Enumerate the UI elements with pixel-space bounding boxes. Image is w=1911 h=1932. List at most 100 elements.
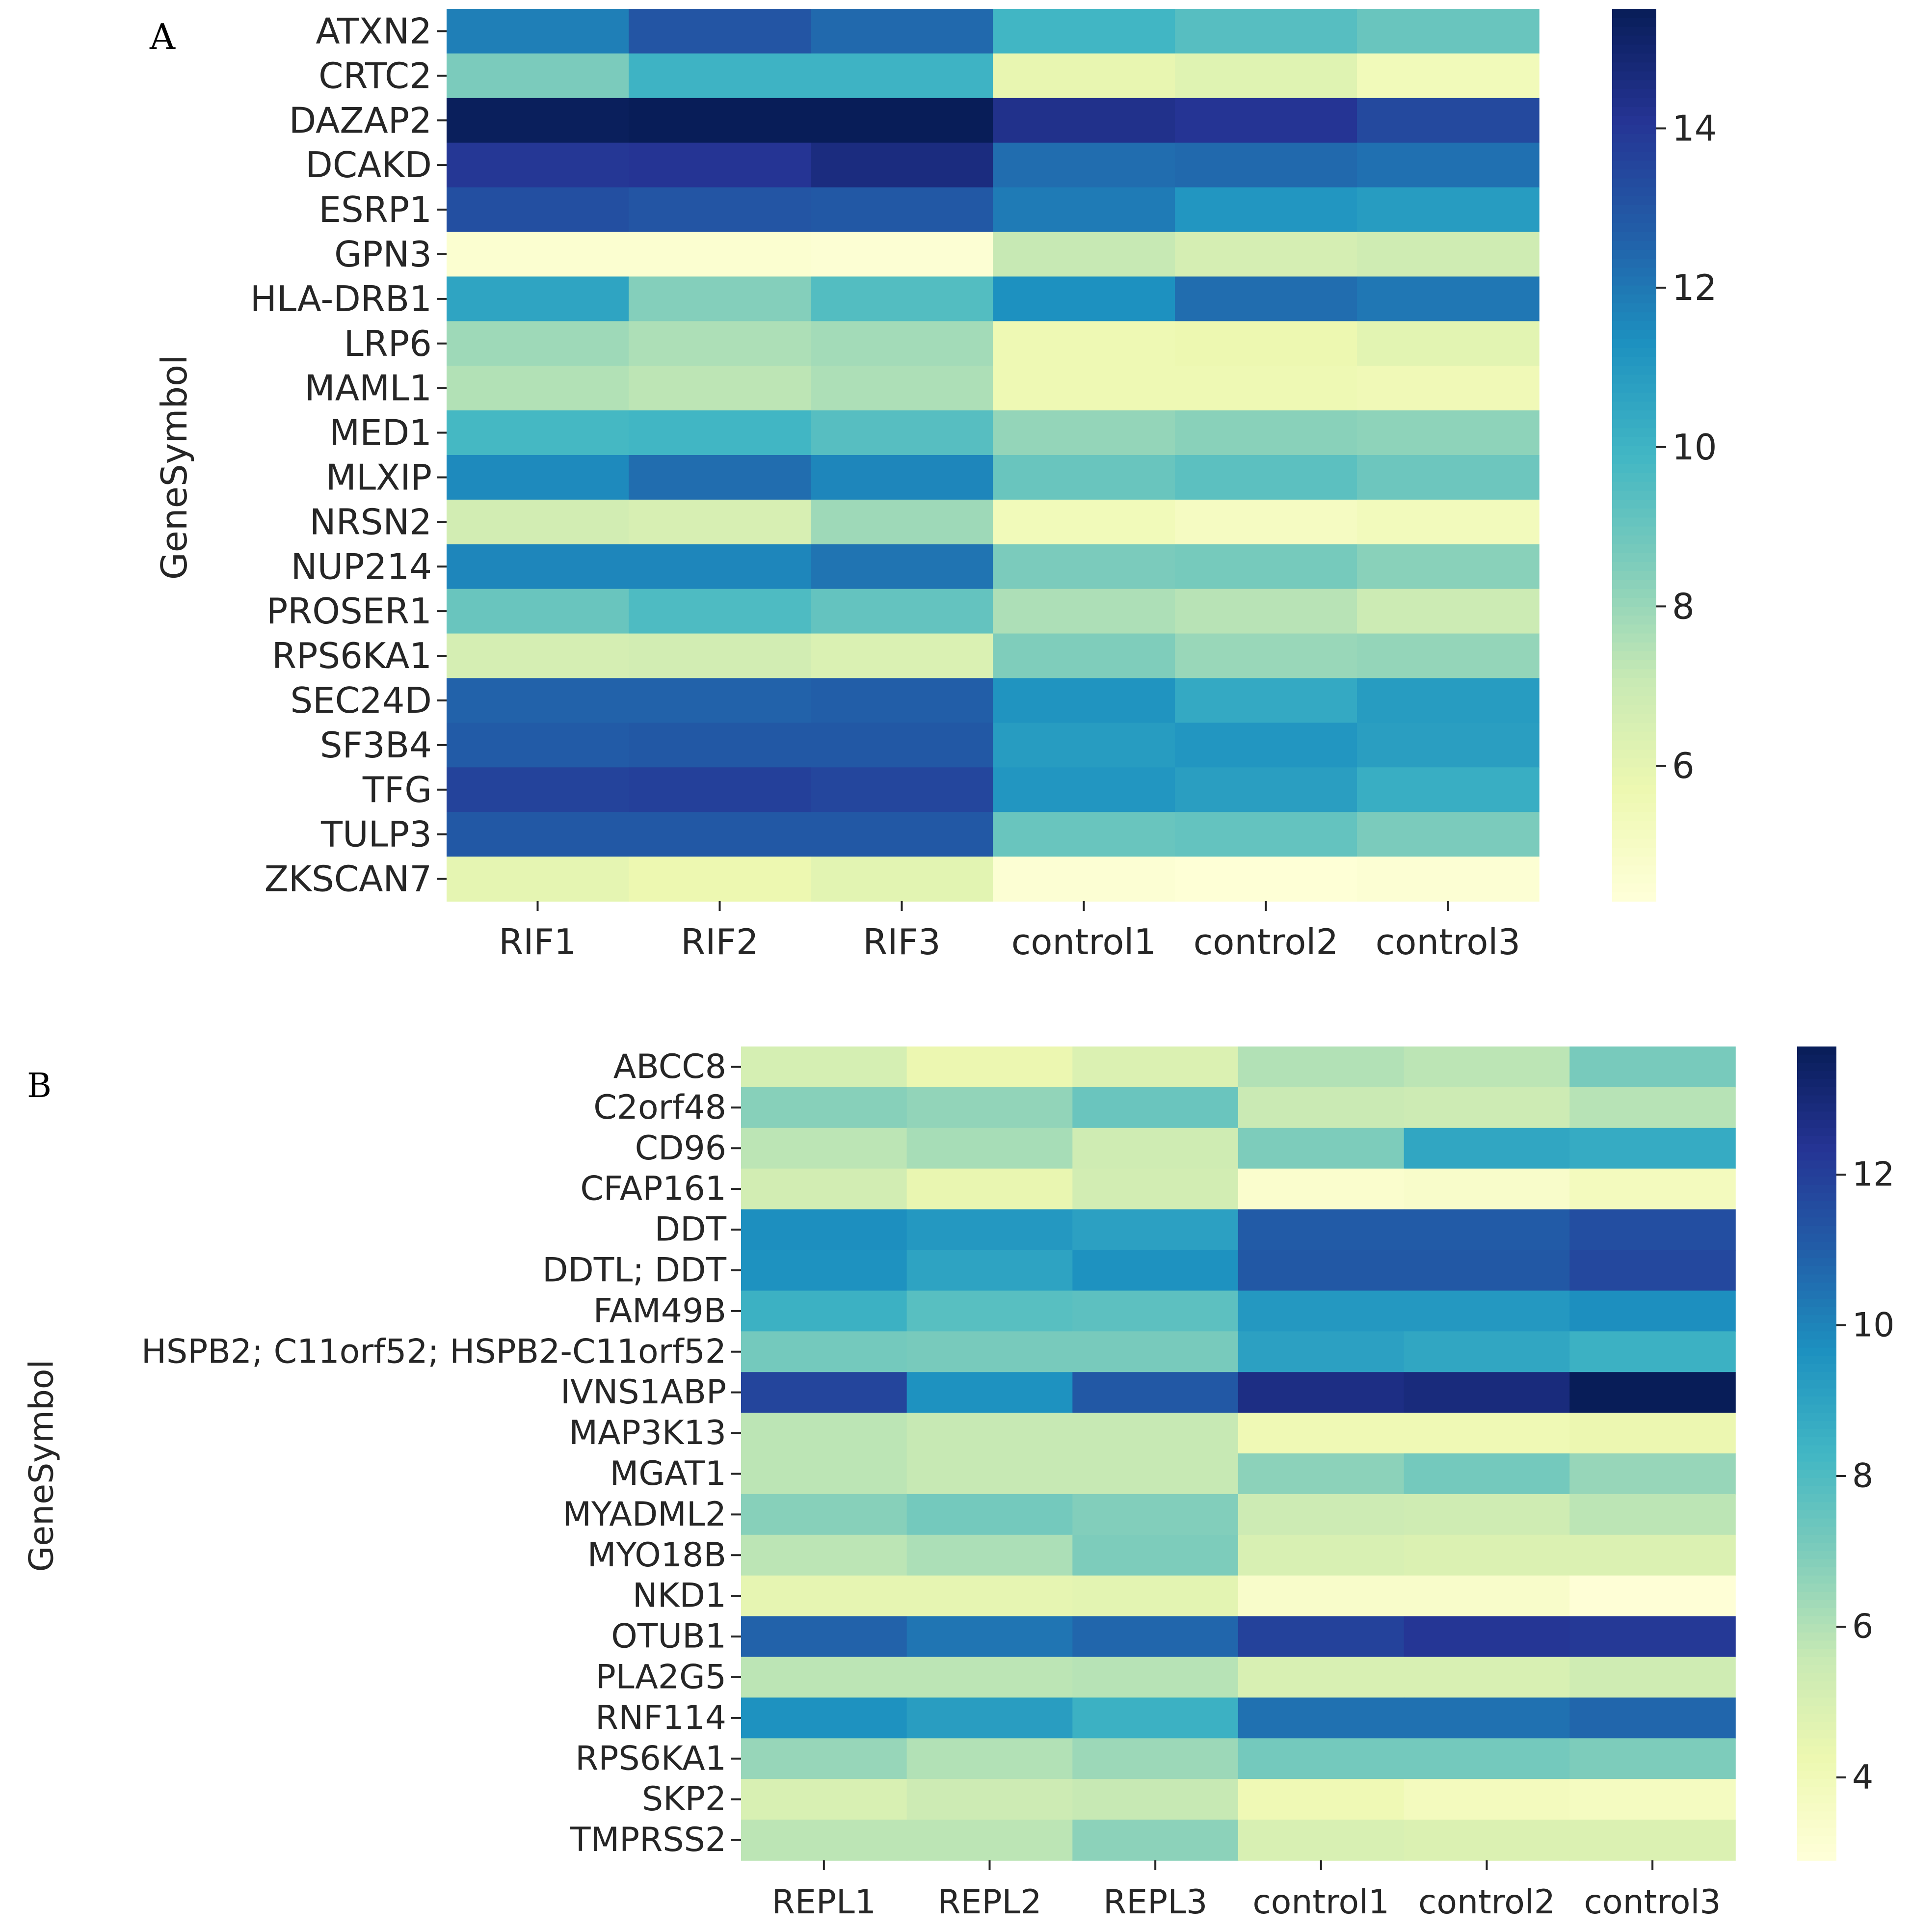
- heatmap-cell: [1569, 1127, 1736, 1169]
- colorbar-segment: [1797, 1347, 1836, 1356]
- heatmap-cell: [741, 1046, 907, 1088]
- heatmap-cell: [1072, 1697, 1239, 1739]
- colorbar-tick-label: 6: [1672, 745, 1695, 786]
- colorbar-segment: [1797, 1648, 1836, 1658]
- heatmap-cell: [1569, 1250, 1736, 1291]
- y-tick-label: ABCC8: [613, 1047, 726, 1086]
- heatmap-cell: [1569, 1494, 1736, 1535]
- heatmap-cell: [1072, 1127, 1239, 1169]
- heatmap-cell: [1175, 678, 1357, 724]
- heatmap-cell: [906, 1127, 1073, 1169]
- heatmap-cell: [447, 589, 629, 634]
- heatmap-cell: [906, 1575, 1073, 1617]
- colorbar-segment: [1797, 1510, 1836, 1519]
- heatmap-cell: [1072, 1575, 1239, 1617]
- y-tick-label: LRP6: [344, 323, 432, 364]
- colorbar-segment: [1797, 1111, 1836, 1121]
- y-tick-label: MAP3K13: [569, 1414, 726, 1452]
- x-tick-label: RIF2: [681, 921, 758, 963]
- colorbar-segment: [1612, 812, 1656, 822]
- colorbar-segment: [1797, 1331, 1836, 1340]
- y-tick-label: TMPRSS2: [570, 1821, 726, 1859]
- heatmap-cell: [1072, 1372, 1239, 1413]
- colorbar-segment: [1612, 249, 1656, 259]
- colorbar-segment: [1797, 1396, 1836, 1405]
- colorbar-segment: [1612, 776, 1656, 786]
- colorbar-segment: [1612, 196, 1656, 206]
- heatmap-cell: [629, 366, 811, 411]
- heatmap-cell: [811, 321, 993, 366]
- colorbar-segment: [1797, 1632, 1836, 1641]
- heatmap-cell: [906, 1046, 1073, 1088]
- colorbar-segment: [1612, 499, 1656, 509]
- colorbar-segment: [1612, 821, 1656, 831]
- heatmap-cell: [1569, 1697, 1736, 1739]
- heatmap-cell: [1238, 1372, 1405, 1413]
- colorbar-segment: [1797, 1136, 1836, 1145]
- y-tick-label: ESRP1: [319, 189, 432, 230]
- x-tick-label: control1: [1011, 921, 1156, 963]
- heatmap-cell: [629, 633, 811, 679]
- heatmap-cell: [811, 589, 993, 634]
- colorbar-segment: [1612, 571, 1656, 581]
- heatmap-cell: [629, 723, 811, 768]
- heatmap-cell: [1404, 1127, 1570, 1169]
- heatmap-cell: [1072, 1534, 1239, 1576]
- heatmap-cell: [1175, 589, 1357, 634]
- heatmap-cell: [629, 589, 811, 634]
- x-tick-label: control2: [1418, 1883, 1555, 1922]
- heatmap-cell: [1238, 1657, 1405, 1698]
- heatmap-cell: [1072, 1168, 1239, 1210]
- colorbar-segment: [1797, 1404, 1836, 1413]
- heatmap-cell: [993, 857, 1175, 902]
- colorbar-segment: [1612, 678, 1656, 688]
- heatmap-cell: [1175, 410, 1357, 456]
- heatmap-cell: [629, 187, 811, 233]
- heatmap-cell: [447, 366, 629, 411]
- heatmap-cell: [447, 9, 629, 54]
- heatmap-cell: [993, 142, 1175, 188]
- colorbar-segment: [1797, 1071, 1836, 1080]
- colorbar-segment: [1612, 27, 1656, 36]
- colorbar-segment: [1797, 1274, 1836, 1283]
- heatmap-cell: [1238, 1494, 1405, 1535]
- heatmap-cell: [741, 1413, 907, 1454]
- x-tick-label: REPL1: [772, 1883, 876, 1922]
- heatmap-cell: [1072, 1250, 1239, 1291]
- heatmap-cell: [1357, 321, 1539, 366]
- heatmap-cell: [741, 1697, 907, 1739]
- colorbar-segment: [1797, 1339, 1836, 1348]
- colorbar-segment: [1612, 669, 1656, 679]
- heatmap-cell: [1175, 187, 1357, 233]
- colorbar-segment: [1797, 1193, 1836, 1202]
- colorbar-segment: [1797, 1681, 1836, 1690]
- colorbar-segment: [1612, 562, 1656, 572]
- heatmap-cell: [1404, 1575, 1570, 1617]
- colorbar-segment: [1797, 1298, 1836, 1308]
- heatmap-cell: [447, 142, 629, 188]
- panel-label: B: [27, 1067, 52, 1105]
- heatmap-cell: [906, 1372, 1073, 1413]
- heatmap-cell: [1404, 1779, 1570, 1820]
- heatmap-cell: [629, 767, 811, 812]
- heatmap-cell: [447, 187, 629, 233]
- heatmap-cell: [1072, 1331, 1239, 1372]
- heatmap-cell: [741, 1127, 907, 1169]
- y-tick-label: C2orf48: [593, 1088, 726, 1127]
- heatmap-cell: [993, 98, 1175, 143]
- x-tick-label: control3: [1584, 1883, 1721, 1922]
- heatmap-cell: [1357, 455, 1539, 500]
- colorbar-segment: [1612, 161, 1656, 170]
- heatmap-cell: [1569, 1616, 1736, 1658]
- heatmap-cell: [811, 857, 993, 902]
- heatmap-cell: [1357, 589, 1539, 634]
- y-tick-label: GPN3: [334, 234, 432, 275]
- heatmap-cell: [811, 53, 993, 99]
- colorbar-segment: [1797, 1095, 1836, 1104]
- heatmap-cell: [629, 98, 811, 143]
- heatmap-cell: [447, 767, 629, 812]
- y-tick-label: ATXN2: [316, 10, 432, 52]
- heatmap-cell: [1569, 1534, 1736, 1576]
- colorbar-segment: [1797, 1380, 1836, 1389]
- heatmap-cell: [1569, 1453, 1736, 1495]
